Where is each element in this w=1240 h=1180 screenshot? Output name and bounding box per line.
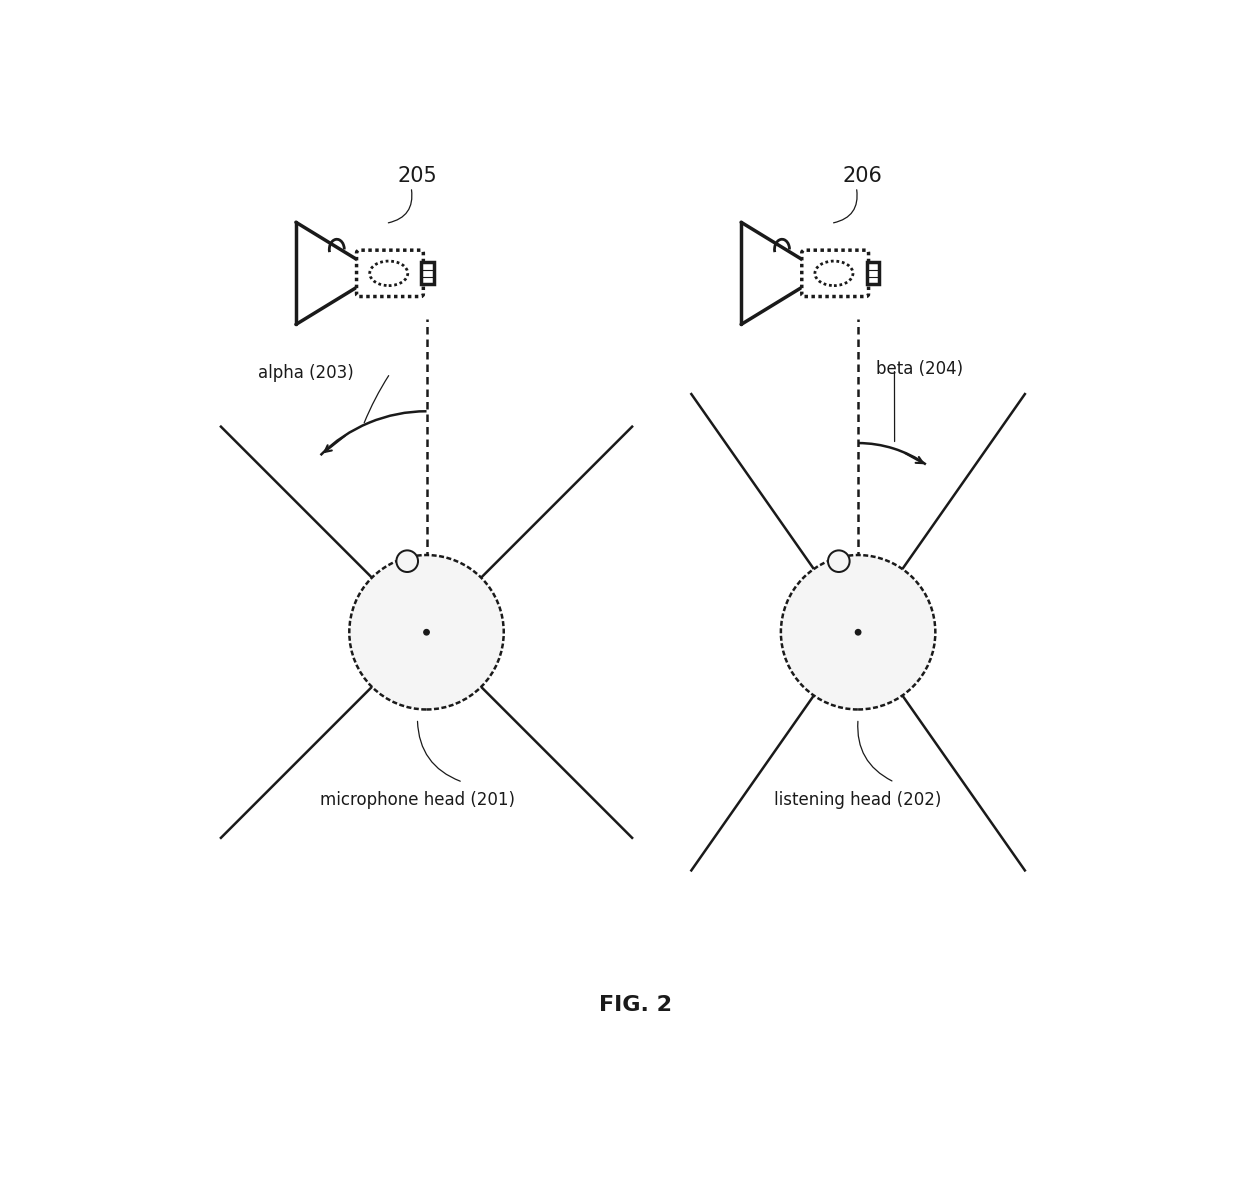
Circle shape	[781, 555, 935, 709]
Circle shape	[397, 550, 418, 572]
Text: alpha (203): alpha (203)	[258, 365, 355, 382]
FancyBboxPatch shape	[357, 250, 423, 296]
Text: listening head (202): listening head (202)	[775, 792, 942, 809]
Circle shape	[350, 555, 503, 709]
Bar	[805, 253, 866, 294]
Ellipse shape	[815, 261, 853, 286]
Circle shape	[828, 550, 849, 572]
Ellipse shape	[370, 261, 408, 286]
Text: 206: 206	[843, 166, 883, 186]
Text: FIG. 2: FIG. 2	[599, 995, 672, 1015]
Text: 205: 205	[398, 166, 438, 186]
Text: microphone head (201): microphone head (201)	[320, 792, 515, 809]
Text: beta (204): beta (204)	[877, 360, 963, 378]
Polygon shape	[296, 222, 357, 324]
Circle shape	[424, 630, 429, 635]
Bar	[360, 253, 420, 294]
FancyBboxPatch shape	[802, 250, 868, 296]
Polygon shape	[742, 222, 802, 324]
Bar	[422, 262, 434, 284]
Bar	[867, 262, 879, 284]
Circle shape	[856, 630, 861, 635]
